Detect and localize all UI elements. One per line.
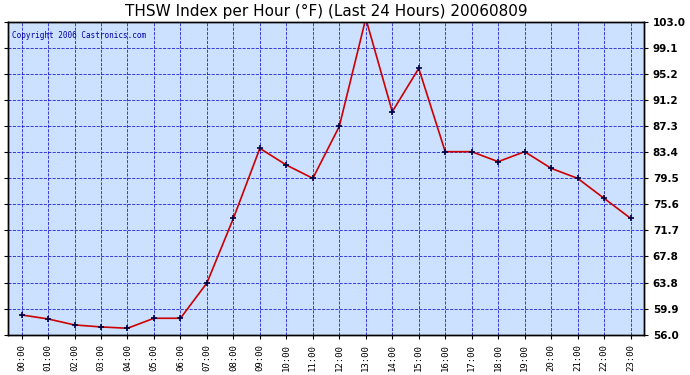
Title: THSW Index per Hour (°F) (Last 24 Hours) 20060809: THSW Index per Hour (°F) (Last 24 Hours)… [125,4,527,19]
Text: Copyright 2006 Castronics.com: Copyright 2006 Castronics.com [12,31,146,40]
